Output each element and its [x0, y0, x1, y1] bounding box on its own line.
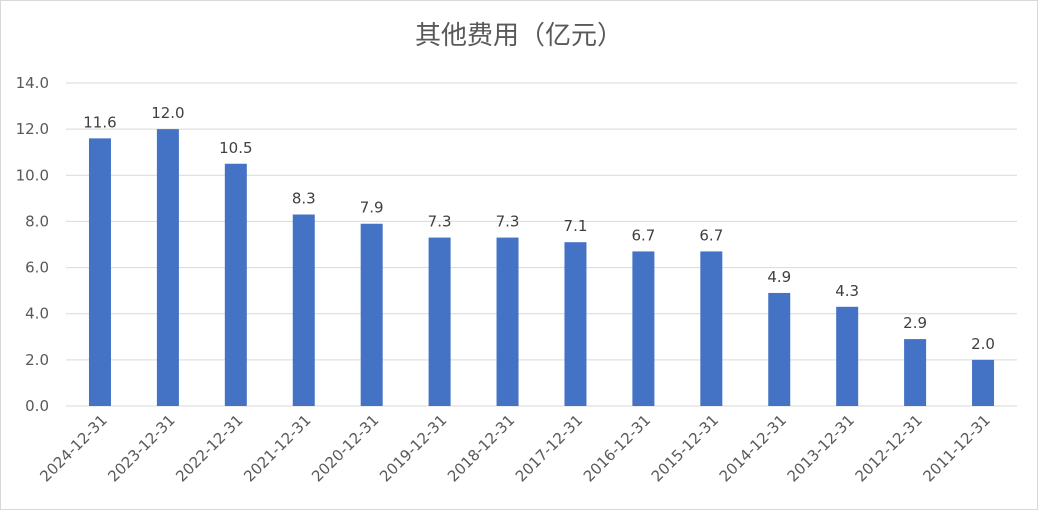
data-label: 7.3 — [428, 213, 452, 231]
x-tick-label: 2013-12-31 — [784, 411, 858, 485]
bar — [360, 223, 383, 406]
bar — [904, 339, 927, 406]
data-label: 4.3 — [835, 282, 859, 300]
x-tick-label: 2016-12-31 — [580, 411, 654, 485]
data-label: 7.3 — [496, 213, 520, 231]
data-label: 10.5 — [219, 139, 252, 157]
y-tick-label: 14.0 — [16, 74, 49, 92]
x-tick-label: 2015-12-31 — [648, 411, 722, 485]
bar — [496, 237, 519, 406]
bar — [700, 251, 723, 406]
y-tick-label: 10.0 — [16, 166, 49, 184]
bar — [972, 359, 995, 406]
bar — [156, 129, 179, 406]
bar — [224, 163, 247, 406]
y-tick-label: 8.0 — [25, 212, 49, 230]
data-label: 2.9 — [903, 314, 927, 332]
bar — [88, 138, 111, 406]
data-label: 2.0 — [971, 335, 995, 353]
x-tick-label: 2018-12-31 — [444, 411, 518, 485]
y-tick-label: 12.0 — [16, 120, 49, 138]
y-tick-label: 0.0 — [25, 397, 49, 415]
bar — [564, 242, 587, 406]
data-label: 11.6 — [83, 113, 116, 131]
data-label: 7.9 — [360, 199, 384, 217]
bar — [836, 306, 859, 406]
bar — [632, 251, 655, 406]
bar — [428, 237, 451, 406]
y-tick-label: 4.0 — [25, 305, 49, 323]
y-tick-label: 6.0 — [25, 259, 49, 277]
x-tick-label: 2020-12-31 — [308, 411, 382, 485]
bar — [768, 292, 791, 406]
x-tick-label: 2022-12-31 — [172, 411, 246, 485]
data-label: 8.3 — [292, 190, 316, 208]
bar — [292, 214, 315, 406]
x-tick-label: 2023-12-31 — [104, 411, 178, 485]
x-tick-label: 2012-12-31 — [852, 411, 926, 485]
data-label: 6.7 — [631, 226, 655, 244]
data-label: 7.1 — [564, 217, 588, 235]
x-tick-label: 2024-12-31 — [36, 411, 110, 485]
x-tick-label: 2017-12-31 — [512, 411, 586, 485]
x-tick-label: 2014-12-31 — [716, 411, 790, 485]
x-tick-label: 2021-12-31 — [240, 411, 314, 485]
x-tick-label: 2019-12-31 — [376, 411, 450, 485]
chart-title: 其他费用（亿元） — [414, 21, 623, 51]
data-label: 12.0 — [151, 104, 184, 122]
data-label: 6.7 — [699, 226, 723, 244]
x-tick-label: 2011-12-31 — [919, 411, 993, 485]
y-tick-label: 2.0 — [25, 351, 49, 369]
data-label: 4.9 — [767, 268, 791, 286]
